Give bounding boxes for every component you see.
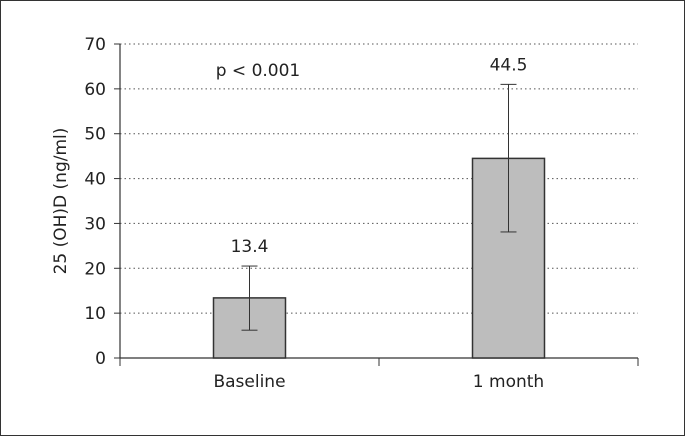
data-label: 44.5 — [490, 55, 528, 75]
y-tick-label: 0 — [95, 349, 106, 369]
grid-lines — [120, 43, 638, 314]
y-tick-label: 40 — [84, 170, 106, 190]
y-tick-label: 10 — [84, 304, 106, 324]
y-tick-label: 70 — [84, 35, 106, 55]
y-tick-label: 50 — [84, 125, 106, 145]
y-axis: 0 10 20 30 40 50 60 70 — [84, 35, 121, 369]
data-label: 13.4 — [231, 237, 269, 257]
x-tick-label: 1 month — [473, 372, 544, 392]
bars: 13.4 44.5 — [212, 55, 546, 359]
y-tick-label: 30 — [84, 214, 106, 234]
x-tick-label: Baseline — [213, 372, 285, 392]
x-axis: Baseline 1 month — [119, 357, 639, 392]
y-tick-label: 60 — [84, 80, 106, 100]
y-tick-label: 20 — [84, 259, 106, 279]
p-value-annotation: p < 0.001 — [216, 61, 301, 81]
y-axis-label: 25 (OH)D (ng/ml) — [51, 128, 71, 275]
